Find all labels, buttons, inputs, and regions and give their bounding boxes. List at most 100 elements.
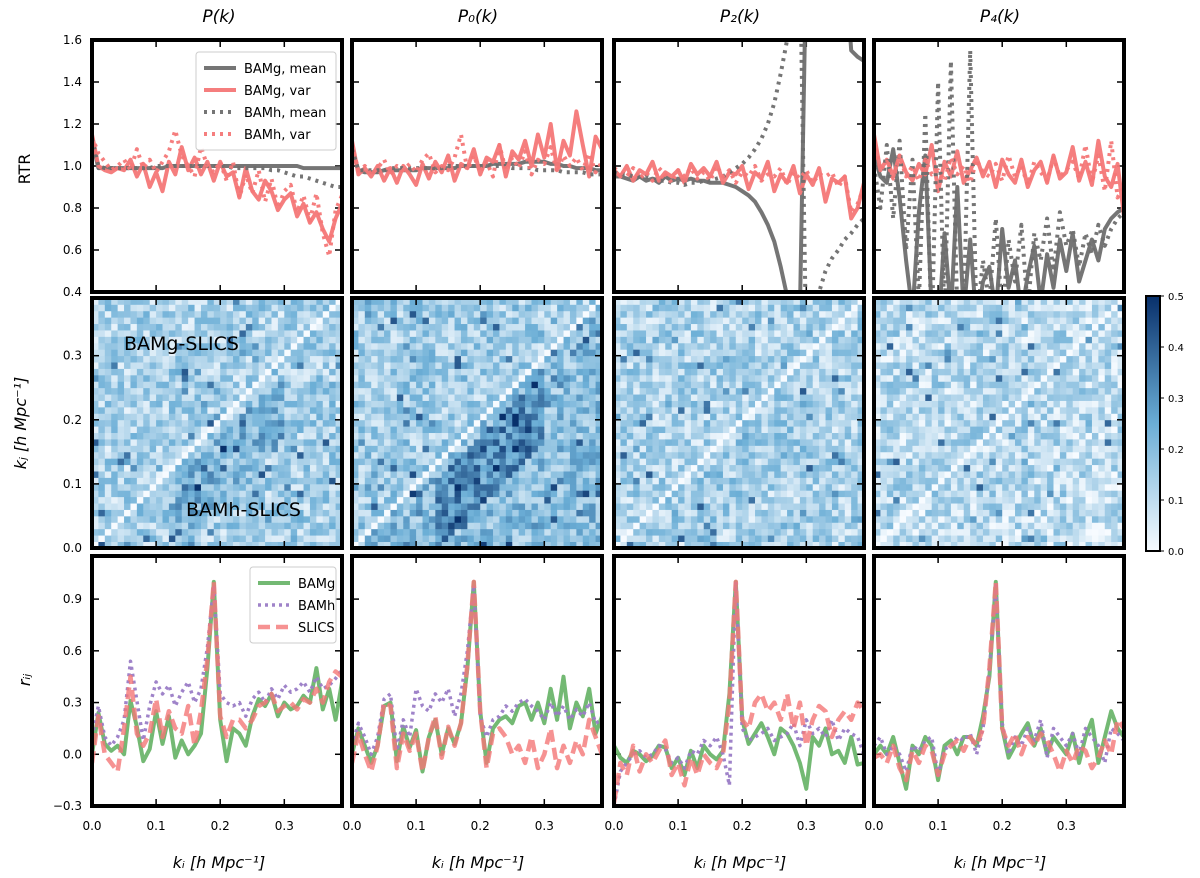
heatmap-cell [226, 330, 234, 337]
heatmap-cell [819, 503, 826, 510]
heatmap-cell [168, 362, 176, 369]
heatmap-cell [207, 413, 215, 421]
heatmap-cell [403, 471, 411, 478]
heatmap-cell [258, 400, 266, 408]
heatmap-cell [886, 400, 894, 408]
heatmap-cell [690, 535, 698, 542]
heatmap-cell [665, 381, 673, 389]
heatmap-cell [774, 445, 782, 453]
heatmap-cell [435, 522, 443, 530]
heatmap-cell [755, 535, 762, 542]
heatmap-cell [454, 368, 462, 376]
heatmap-cell [390, 419, 398, 427]
heatmap-cell [787, 406, 794, 414]
heatmap-cell [258, 368, 266, 376]
heatmap-cell [671, 298, 679, 305]
heatmap-cell [525, 304, 532, 312]
heatmap-cell [271, 535, 279, 542]
heatmap-cell [716, 400, 724, 408]
heatmap-cell [761, 535, 769, 542]
heatmap-cell [582, 317, 590, 325]
heatmap-cell [335, 400, 343, 408]
heatmap-cell [335, 419, 343, 427]
heatmap-cell [831, 413, 839, 421]
heatmap-cell [844, 464, 852, 472]
rtr-series-bamh-mean [352, 148, 602, 177]
heatmap-cell [626, 535, 634, 542]
heatmap-cell [742, 413, 750, 421]
heatmap-cell [460, 439, 468, 446]
heatmap-cell [233, 439, 240, 446]
heatmap-cell [812, 515, 820, 523]
heatmap-cell [358, 522, 366, 530]
heatmap-cell [98, 342, 106, 350]
heatmap-cell [364, 419, 372, 427]
heatmap-cell [550, 413, 558, 421]
heatmap-cell [473, 515, 481, 523]
heatmap-cell [899, 432, 907, 440]
heatmap-cell [899, 381, 907, 389]
heatmap-cell [537, 381, 545, 389]
heatmap-cell [156, 298, 163, 305]
heatmap-cell [252, 310, 260, 318]
heatmap-cell [874, 509, 881, 517]
heatmap-cell [518, 541, 526, 549]
heatmap-cell [544, 496, 552, 504]
heatmap-cell [544, 439, 552, 446]
heatmap-cell [742, 490, 750, 498]
heatmap-cell [467, 445, 475, 453]
heatmap-cell [480, 330, 488, 337]
heatmap-cell [480, 400, 488, 408]
heatmap-cell [812, 394, 820, 401]
heatmap-cell [480, 387, 488, 395]
heatmap-cell [252, 451, 260, 459]
heatmap-cell [886, 317, 894, 325]
heatmap-cell [537, 483, 545, 491]
heatmap-cell [780, 439, 788, 446]
rtr-frame-top [350, 38, 604, 294]
heatmap-cell [614, 515, 621, 523]
heatmap-cell [767, 509, 775, 517]
heatmap-cell [364, 342, 372, 350]
heatmap-cell [748, 368, 756, 376]
heatmap-cell [742, 528, 750, 536]
heatmap-cell [620, 522, 628, 530]
heatmap-cell [149, 330, 157, 337]
heatmap-cell [729, 490, 737, 498]
heatmap-cell [98, 368, 106, 376]
heatmap-cell [111, 490, 119, 498]
heatmap-cell [284, 310, 292, 318]
heatmap-cell [499, 381, 507, 389]
heatmap-cell [831, 419, 839, 427]
heatmap-cell [793, 458, 801, 466]
heatmap-cell [486, 298, 494, 305]
heatmap-cell [104, 503, 112, 510]
heatmap-cell [226, 541, 234, 549]
heatmap-cell [213, 298, 221, 305]
heatmap-cell [239, 458, 247, 466]
heatmap-cell [416, 400, 423, 408]
heatmap-cell [505, 349, 513, 357]
heatmap-cell [557, 432, 564, 440]
heatmap-cell [322, 464, 330, 472]
heatmap-cell [316, 483, 324, 491]
heatmap-cell [460, 310, 468, 318]
heatmap-cell [595, 432, 603, 440]
heatmap-cell [124, 349, 131, 357]
heatmap-cell [742, 349, 750, 357]
heatmap-cell [880, 483, 888, 491]
heatmap-cell [454, 426, 462, 434]
heatmap-cell [710, 464, 717, 472]
heatmap-cell [755, 342, 762, 350]
heatmap-cell [550, 323, 558, 331]
heatmap-cell [512, 406, 520, 414]
heatmap-cell [544, 419, 552, 427]
heatmap-cell [499, 503, 507, 510]
heatmap-cell [441, 406, 449, 414]
heatmap-cell [297, 509, 304, 517]
heatmap-cell [761, 336, 769, 344]
heatmap-cell [175, 458, 183, 466]
heatmap-cell [409, 483, 417, 491]
heatmap-cell [874, 310, 881, 318]
heatmap-cell [742, 336, 750, 344]
